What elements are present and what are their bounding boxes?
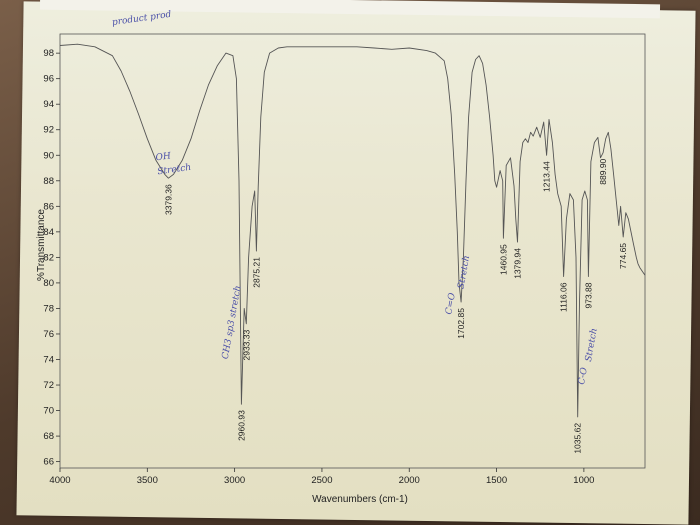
peak-label: 1116.06	[559, 282, 569, 312]
handwritten-note: C=O	[444, 292, 458, 316]
peak-label: 3379.36	[163, 184, 173, 215]
handwritten-note: Stretch	[456, 255, 472, 290]
x-tick-label: 3500	[137, 475, 158, 486]
y-tick-label: 78	[43, 303, 54, 314]
x-tick-label: 2000	[399, 475, 420, 486]
y-tick-label: 98	[43, 48, 54, 59]
handwritten-note: OH	[155, 151, 172, 163]
y-tick-label: 88	[43, 176, 54, 187]
y-tick-label: 70	[43, 406, 54, 417]
y-tick-label: 74	[43, 355, 54, 366]
spectrum-series	[59, 43, 646, 418]
y-tick-label: 92	[43, 125, 54, 136]
y-axis-ticks: 66 68 70 72 74 76 78 80 82 84 86 88 90 92 94 96 98	[43, 48, 60, 468]
peak-label: 2875.21	[251, 257, 261, 288]
peak-label: 2933.33	[241, 329, 251, 360]
handwritten-note: Stretch	[157, 163, 192, 178]
y-tick-label: 84	[43, 227, 54, 238]
y-tick-label: 80	[43, 278, 54, 289]
peak-label: 1213.44	[542, 161, 552, 192]
y-tick-label: 76	[43, 329, 54, 340]
peak-label: 774.65	[618, 243, 628, 269]
peak-labels: 3379.36 2960.93 2933.33 2875.21 1702.85 1460.…	[163, 158, 628, 453]
y-tick-label: 72	[43, 380, 54, 391]
x-axis-title: Wavenumbers (cm-1)	[312, 494, 408, 505]
x-tick-label: 2500	[311, 475, 332, 486]
x-tick-label: 1500	[486, 475, 507, 486]
handwritten-note: product prod	[111, 10, 172, 28]
handwritten-note: Stretch	[584, 327, 600, 362]
x-axis-ticks: 4000 3500 3000 2500 2000 1500 1000	[49, 468, 594, 486]
plot-frame	[59, 33, 646, 469]
y-tick-label: 96	[43, 74, 54, 85]
peak-label: 1702.85	[456, 308, 466, 339]
x-tick-label: 1000	[573, 475, 594, 486]
handwritten-note: C-O	[577, 366, 590, 385]
y-tick-label: 66	[43, 457, 54, 468]
peak-label: 1460.95	[498, 244, 508, 275]
y-tick-label: 82	[43, 252, 54, 263]
peak-label: 1035.62	[573, 423, 583, 454]
x-tick-label: 4000	[49, 475, 70, 486]
y-tick-label: 90	[43, 150, 54, 161]
peak-label: 973.88	[583, 282, 593, 308]
y-tick-label: 94	[43, 99, 54, 110]
peak-label: 889.90	[598, 158, 608, 184]
x-tick-label: 3000	[224, 475, 245, 486]
y-tick-label: 68	[43, 431, 54, 442]
peak-label: 1379.94	[513, 248, 523, 279]
spectrum-line	[59, 43, 646, 418]
plot-border	[59, 33, 646, 469]
y-axis-title: %Transmittance	[36, 209, 47, 281]
y-tick-label: 86	[43, 201, 54, 212]
peak-label: 2960.93	[236, 410, 246, 441]
